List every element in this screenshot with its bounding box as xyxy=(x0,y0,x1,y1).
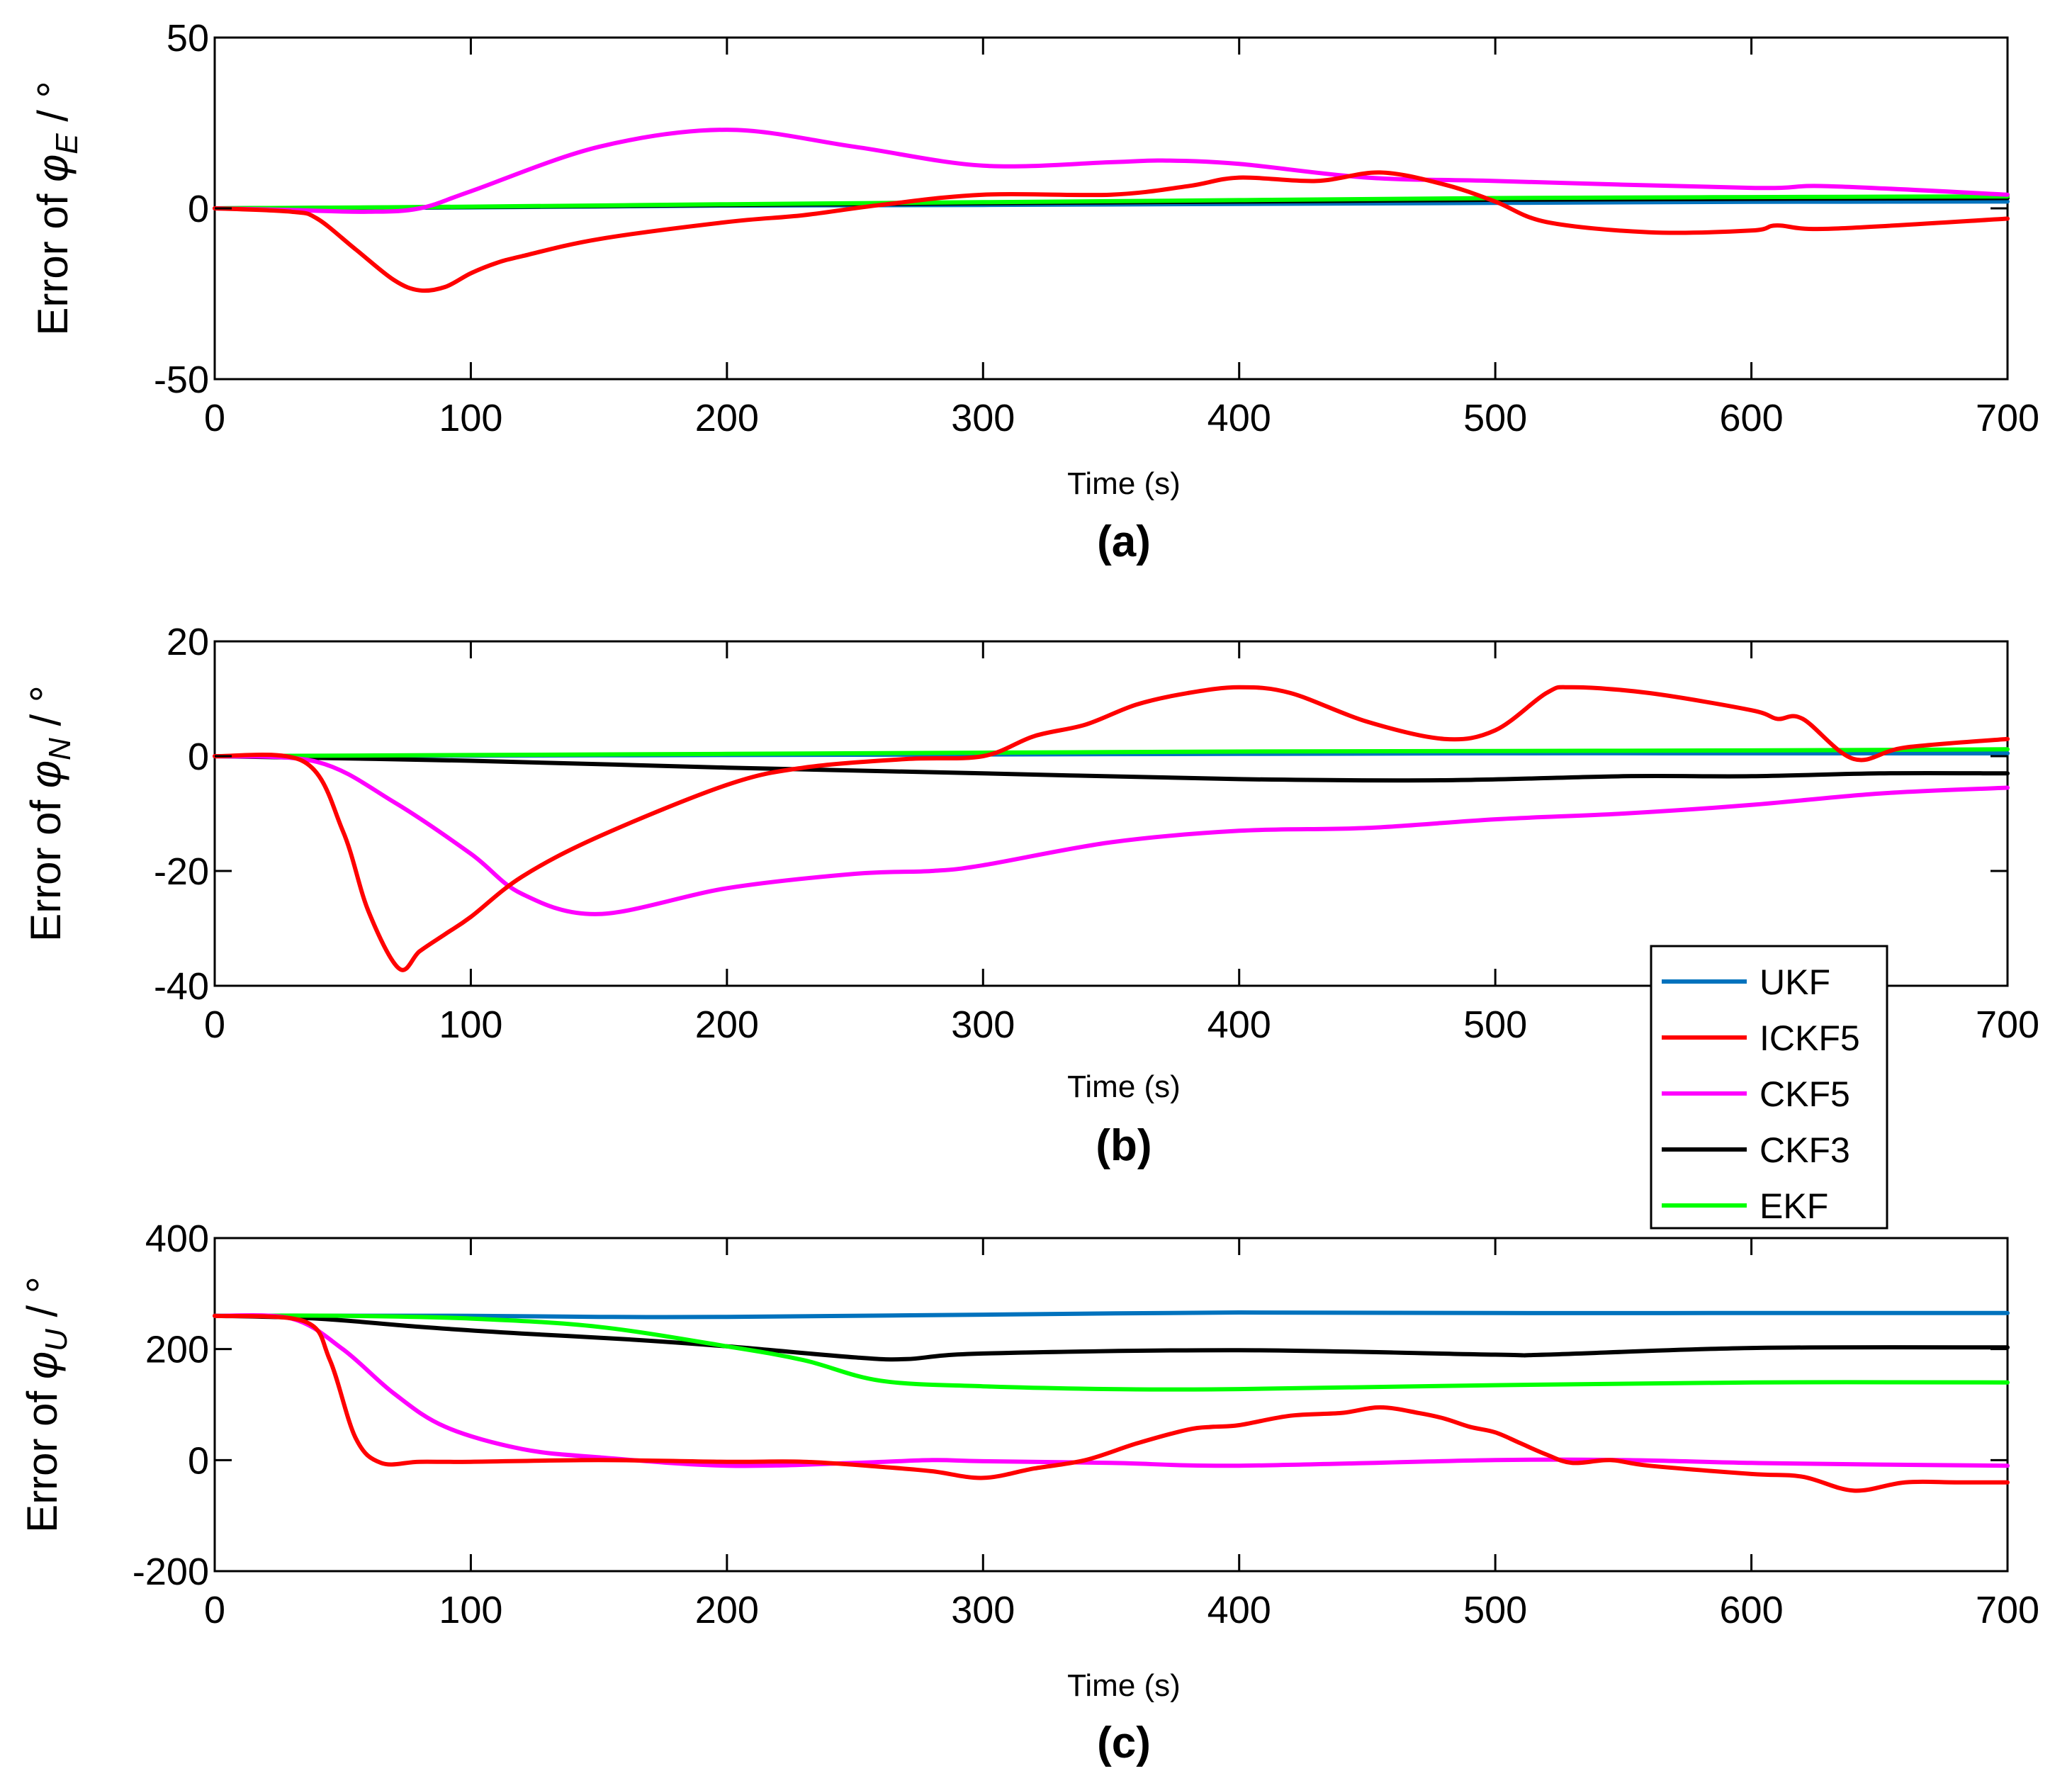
y-axis-label-symbol-b: φ xyxy=(22,760,69,788)
x-tick-label-c: 300 xyxy=(951,1589,1015,1631)
y-axis-label-c: Error of φU / ° xyxy=(18,1276,74,1533)
series-line-ckf5-a xyxy=(213,128,2010,214)
y-axis-label-prefix-b: Error of xyxy=(22,788,69,942)
legend-label-ukf: UKF xyxy=(1759,962,1830,1002)
y-tick-label-c: 0 xyxy=(188,1439,209,1482)
series-line-ckf3-c xyxy=(213,1313,2010,1362)
x-tick-label-b: 700 xyxy=(1976,1003,2039,1046)
y-axis-label-symbol-a: φ xyxy=(29,154,77,182)
plot-area-b xyxy=(213,640,2009,987)
x-tick-label-c: 400 xyxy=(1207,1589,1271,1631)
series-line-ckf3-b xyxy=(213,754,2010,783)
y-tick-label-b: -20 xyxy=(154,850,209,893)
legend-label-ickf5: ICKF5 xyxy=(1759,1018,1860,1058)
legend: UKF ICKF5 CKF5 CKF3 EKF xyxy=(1650,945,1888,1230)
x-tick-label-c: 100 xyxy=(439,1589,502,1631)
x-tick-label-b: 200 xyxy=(695,1003,759,1046)
series-line-ickf5-b xyxy=(213,685,2010,972)
x-tick-label-b: 100 xyxy=(439,1003,502,1046)
y-axis-label-sub-a: E xyxy=(50,133,84,154)
series-line-ekf-a xyxy=(213,194,2010,210)
y-tick-label-c: 200 xyxy=(145,1329,209,1371)
series-group-a xyxy=(213,128,2010,293)
y-tick-label-a: 0 xyxy=(188,188,209,230)
x-tick-label-b: 0 xyxy=(204,1003,225,1046)
legend-entry-ekf: EKF xyxy=(1662,1186,1828,1226)
series-line-ekf-c xyxy=(213,1313,2010,1392)
series-line-ckf5-b xyxy=(213,754,2010,916)
legend-box xyxy=(1650,945,1888,1230)
x-tick-label-a: 700 xyxy=(1976,397,2039,439)
legend-entry-ickf5: ICKF5 xyxy=(1662,1018,1860,1058)
y-tick-label-a: 50 xyxy=(167,17,209,60)
x-axis-label-a: Time (s) xyxy=(1067,466,1181,501)
x-tick-label-a: 600 xyxy=(1720,397,1784,439)
legend-entry-ckf3: CKF3 xyxy=(1662,1130,1850,1170)
y-tick-label-b: 0 xyxy=(188,736,209,778)
series-line-ckf5-c xyxy=(213,1312,2010,1468)
series-group-c xyxy=(213,1310,2010,1493)
legend-label-ckf5: CKF5 xyxy=(1759,1074,1850,1114)
series-line-ickf5-c xyxy=(213,1313,2010,1493)
x-tick-label-a: 400 xyxy=(1207,397,1271,439)
x-tick-label-a: 100 xyxy=(439,397,502,439)
x-tick-label-c: 500 xyxy=(1463,1589,1527,1631)
panel-caption-c: (c) xyxy=(1097,1719,1151,1767)
y-axis-label-symbol-c: φ xyxy=(18,1351,66,1379)
y-tick-label-b: -40 xyxy=(154,965,209,1008)
y-axis-label-sub-c: U xyxy=(39,1329,74,1351)
x-axis-label-b: Time (s) xyxy=(1067,1069,1181,1104)
y-tick-label-c: -200 xyxy=(133,1551,209,1593)
x-tick-label-a: 200 xyxy=(695,397,759,439)
legend-label-ckf3: CKF3 xyxy=(1759,1130,1850,1170)
x-tick-label-c: 700 xyxy=(1976,1589,2039,1631)
y-axis-label-sub-b: N xyxy=(43,738,77,760)
y-tick-label-a: -50 xyxy=(154,359,209,401)
series-line-ickf5-a xyxy=(213,170,2010,293)
series-line-ukf-c xyxy=(213,1310,2010,1320)
series-line-ekf-b xyxy=(213,747,2010,758)
legend-label-ekf: EKF xyxy=(1759,1186,1828,1226)
series-group-b xyxy=(213,685,2010,972)
x-axis-label-c: Time (s) xyxy=(1067,1668,1181,1703)
y-tick-label-b: 20 xyxy=(167,621,209,663)
y-axis-label-unit-b: / ° xyxy=(22,685,69,738)
x-tick-label-b: 300 xyxy=(951,1003,1015,1046)
x-tick-label-a: 0 xyxy=(204,397,225,439)
y-axis-label-unit-a: / ° xyxy=(29,81,77,133)
plot-area-c xyxy=(213,1237,2009,1573)
x-tick-label-a: 300 xyxy=(951,397,1015,439)
x-tick-label-b: 500 xyxy=(1463,1003,1527,1046)
panel-caption-b: (b) xyxy=(1096,1121,1152,1170)
x-tick-label-b: 400 xyxy=(1207,1003,1271,1046)
y-tick-label-c: 400 xyxy=(145,1218,209,1260)
x-tick-label-c: 600 xyxy=(1720,1589,1784,1631)
y-axis-label-prefix-a: Error of xyxy=(29,182,77,336)
panel-caption-a: (a) xyxy=(1097,517,1151,566)
y-axis-label-a: Error of φE / ° xyxy=(29,81,84,335)
legend-entry-ckf5: CKF5 xyxy=(1662,1074,1850,1114)
y-axis-label-unit-c: / ° xyxy=(18,1276,66,1329)
x-tick-label-c: 200 xyxy=(695,1589,759,1631)
y-axis-label-prefix-c: Error of xyxy=(18,1379,66,1533)
x-tick-label-c: 0 xyxy=(204,1589,225,1631)
y-axis-label-b: Error of φN / ° xyxy=(22,685,77,942)
legend-entry-ukf: UKF xyxy=(1662,962,1830,1002)
x-tick-label-a: 500 xyxy=(1463,397,1527,439)
